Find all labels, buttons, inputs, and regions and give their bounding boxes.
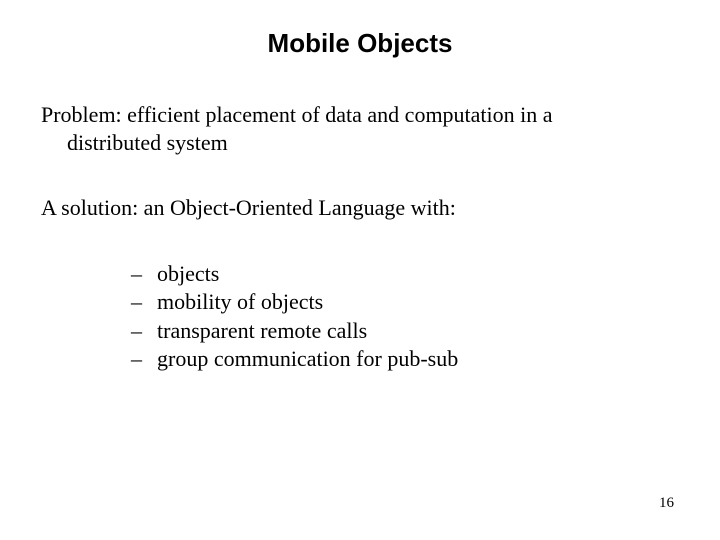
problem-line1: Problem: efficient placement of data and… xyxy=(41,101,679,129)
page-number: 16 xyxy=(659,495,674,512)
bullet-dash-icon: – xyxy=(131,317,157,346)
bullet-dash-icon: – xyxy=(131,345,157,374)
bullet-text: objects xyxy=(157,260,219,289)
bullet-text: transparent remote calls xyxy=(157,317,367,346)
bullet-list: – objects – mobility of objects – transp… xyxy=(41,260,679,374)
bullet-item: – mobility of objects xyxy=(131,288,679,317)
bullet-dash-icon: – xyxy=(131,260,157,289)
bullet-item: – group communication for pub-sub xyxy=(131,345,679,374)
bullet-item: – transparent remote calls xyxy=(131,317,679,346)
solution-statement: A solution: an Object-Oriented Language … xyxy=(41,194,679,222)
problem-line2: distributed system xyxy=(41,129,679,157)
bullet-text: group communication for pub-sub xyxy=(157,345,458,374)
slide-title: Mobile Objects xyxy=(41,28,679,59)
slide-container: Mobile Objects Problem: efficient placem… xyxy=(0,0,720,540)
bullet-item: – objects xyxy=(131,260,679,289)
bullet-dash-icon: – xyxy=(131,288,157,317)
problem-statement: Problem: efficient placement of data and… xyxy=(41,101,679,156)
bullet-text: mobility of objects xyxy=(157,288,323,317)
